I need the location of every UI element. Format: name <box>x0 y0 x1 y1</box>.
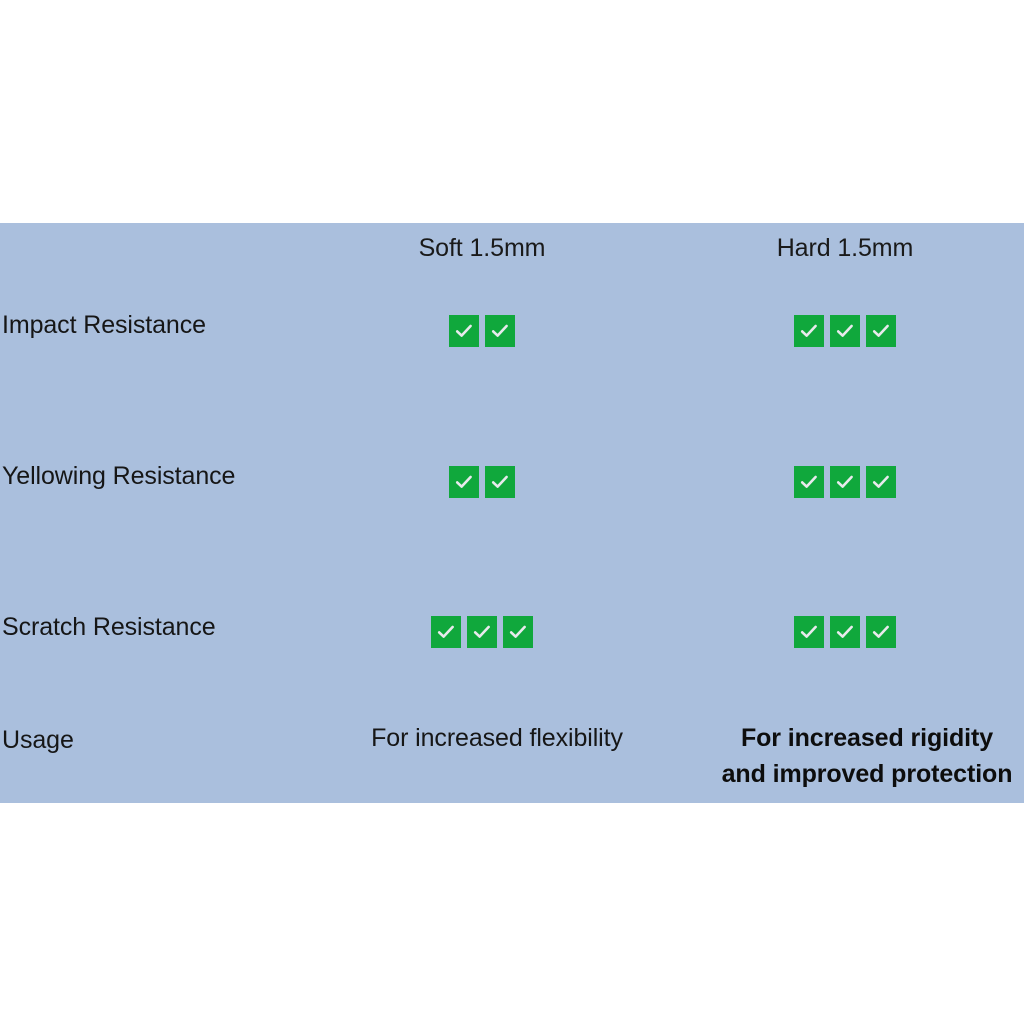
check-icon <box>467 616 497 648</box>
check-icon <box>449 466 479 498</box>
check-icon <box>485 466 515 498</box>
column-header-soft: Soft 1.5mm <box>418 234 546 262</box>
row-label-impact-resistance: Impact Resistance <box>2 311 206 339</box>
check-icon <box>794 616 824 648</box>
rating-cell-scratch-soft <box>357 616 607 648</box>
rating-cell-impact-hard <box>720 315 970 347</box>
check-icon <box>449 315 479 347</box>
rating-cell-yellowing-hard <box>720 466 970 498</box>
check-icon <box>794 315 824 347</box>
row-label-scratch-resistance: Scratch Resistance <box>2 613 216 641</box>
check-icon <box>866 315 896 347</box>
check-icon <box>830 315 860 347</box>
comparison-table-panel: Soft 1.5mm Hard 1.5mm Impact Resistance … <box>0 223 1024 803</box>
rating-cell-scratch-hard <box>720 616 970 648</box>
check-icon <box>830 466 860 498</box>
usage-text-hard-line2: and improved protection <box>721 760 1013 789</box>
check-icon <box>485 315 515 347</box>
rating-cell-impact-soft <box>357 315 607 347</box>
usage-cell-hard: For increased rigidity and improved prot… <box>710 720 1024 793</box>
column-header-hard: Hard 1.5mm <box>776 234 914 262</box>
check-icon <box>431 616 461 648</box>
row-label-yellowing-resistance: Yellowing Resistance <box>2 462 236 490</box>
check-icon <box>866 616 896 648</box>
check-icon <box>830 616 860 648</box>
rating-cell-yellowing-soft <box>357 466 607 498</box>
check-icon <box>503 616 533 648</box>
usage-text-soft: For increased flexibility <box>371 724 623 752</box>
check-icon <box>794 466 824 498</box>
check-icon <box>866 466 896 498</box>
usage-cell-soft: For increased flexibility <box>357 720 637 756</box>
row-label-usage: Usage <box>2 726 74 754</box>
usage-text-hard-line1: For increased rigidity <box>740 724 994 752</box>
